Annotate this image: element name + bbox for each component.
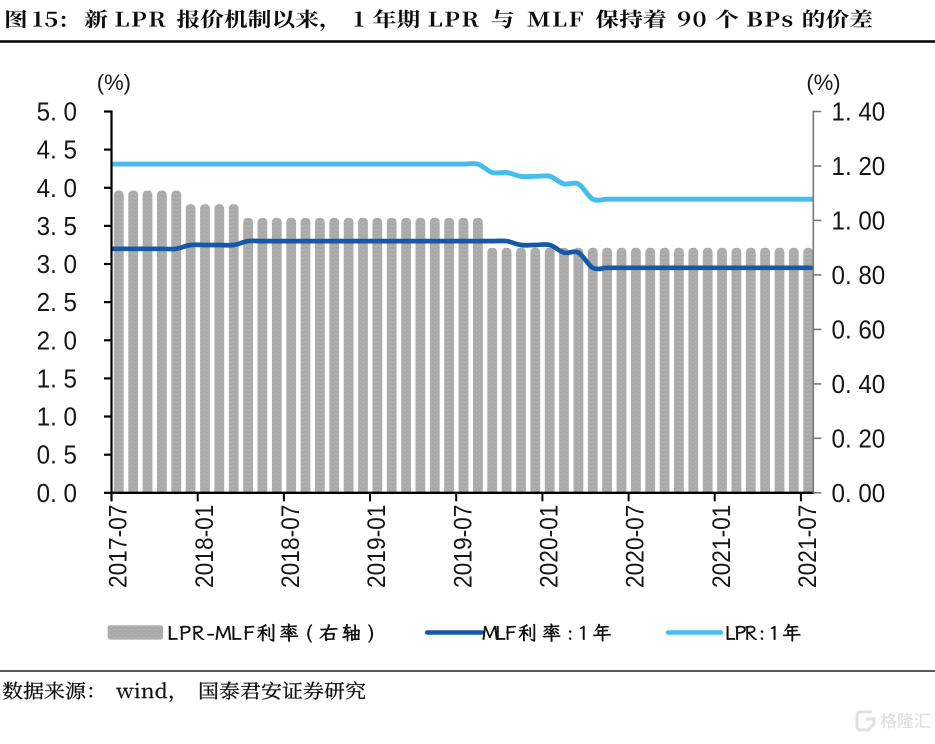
svg-text:2. 0: 2. 0	[37, 327, 77, 356]
svg-text:0. 60: 0. 60	[832, 316, 886, 345]
svg-text:1. 00: 1. 00	[832, 207, 886, 236]
svg-text:1. 0: 1. 0	[37, 403, 77, 432]
svg-text:2021-07: 2021-07	[794, 505, 822, 588]
svg-text:2020-07: 2020-07	[622, 505, 650, 588]
svg-text:0. 5: 0. 5	[37, 441, 77, 470]
svg-text:3. 5: 3. 5	[37, 212, 77, 241]
svg-text:4. 5: 4. 5	[37, 136, 77, 165]
svg-text:(%): (%)	[97, 70, 131, 95]
svg-text:2020-01: 2020-01	[536, 505, 564, 588]
svg-text:0. 80: 0. 80	[832, 261, 886, 290]
svg-text:3. 0: 3. 0	[37, 250, 77, 279]
svg-text:2019-07: 2019-07	[449, 505, 477, 588]
svg-text:2021-01: 2021-01	[708, 505, 736, 588]
svg-text:0. 00: 0. 00	[832, 479, 886, 508]
svg-text:0. 20: 0. 20	[832, 425, 886, 454]
svg-text:0. 40: 0. 40	[832, 370, 886, 399]
svg-text:1. 5: 1. 5	[37, 365, 77, 394]
svg-text:2019-01: 2019-01	[363, 505, 391, 588]
svg-text:2. 5: 2. 5	[37, 288, 77, 317]
svg-text:4. 0: 4. 0	[37, 174, 77, 203]
svg-text:2018-07: 2018-07	[277, 505, 305, 588]
svg-text:1. 40: 1. 40	[832, 98, 886, 127]
svg-text:2017-07: 2017-07	[105, 505, 133, 588]
svg-text:0. 0: 0. 0	[37, 479, 77, 508]
svg-text:(%): (%)	[806, 70, 840, 95]
svg-text:5. 0: 5. 0	[37, 98, 77, 127]
svg-text:2018-01: 2018-01	[191, 505, 219, 588]
svg-text:1. 20: 1. 20	[832, 152, 886, 181]
